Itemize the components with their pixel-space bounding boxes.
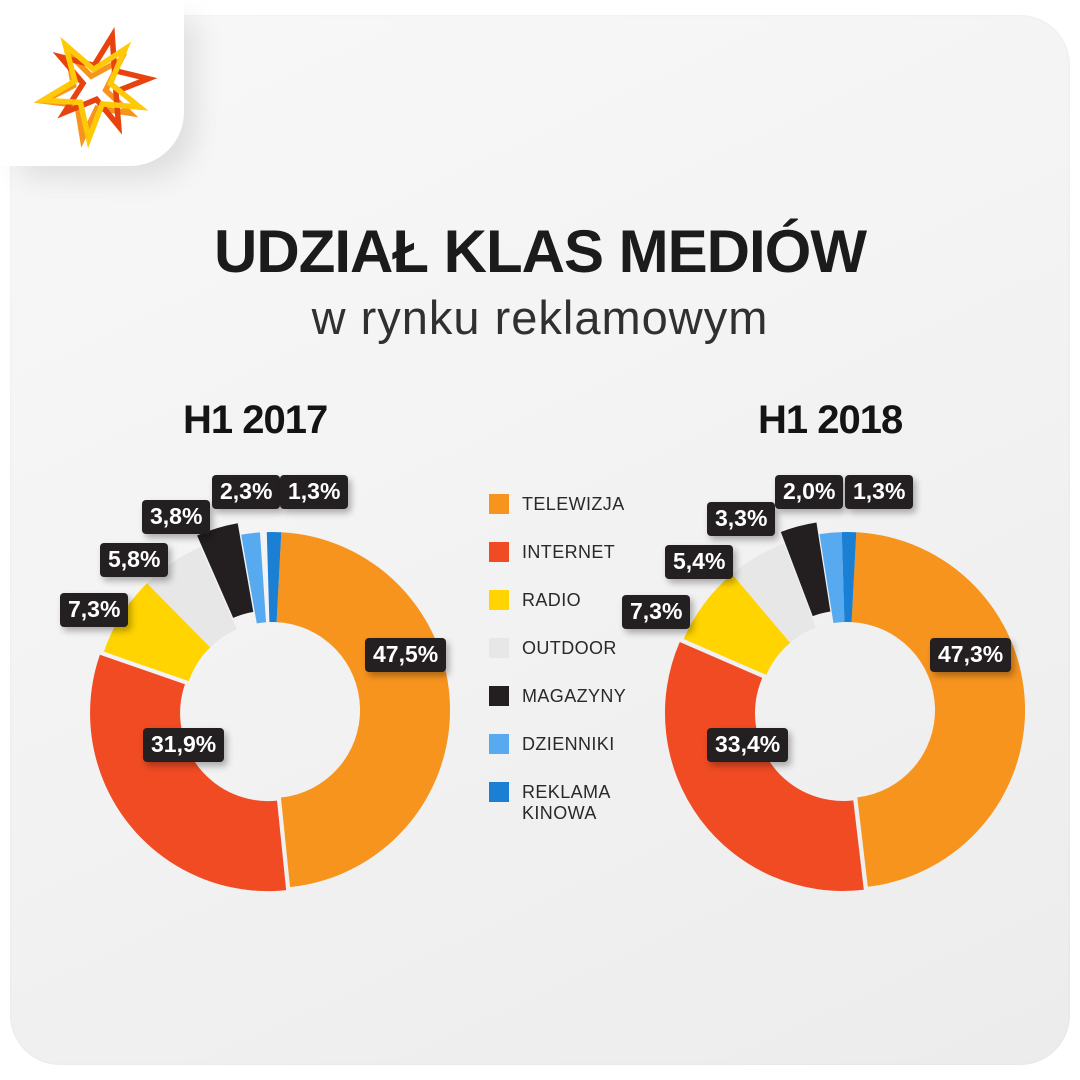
page-title: UDZIAŁ KLAS MEDIÓW [214,218,867,285]
value-label-reklama-kinowa: 1,3% [280,475,349,510]
pie-slice-internet [664,641,864,891]
donut-chart-h1-2018: H1 2018 47,3% 33,4% 7,3% 5,4% 3,3% 2,0% 1,3% [615,400,1079,937]
legend: TELEWIZJA INTERNET RADIO OUTDOOR MAGAZYNY DZI… [489,494,644,851]
chart-title-h1-2018: H1 2018 [758,398,903,442]
donut-plot-h1-2018 [664,522,1026,891]
legend-swatch-magazyny [489,686,509,706]
page-subtitle: w rynku reklamowym [311,291,769,344]
donut-plot-h1-2017 [90,523,451,892]
legend-label: INTERNET [522,542,616,562]
legend-label: REKLAMA KINOWA [522,782,610,823]
legend-swatch-radio [489,590,509,610]
value-label-radio: 7,3% [622,595,691,630]
legend-label: TELEWIZJA [522,494,625,514]
logo-star-yellow [33,36,149,149]
legend-label: DZIENNIKI [522,734,615,754]
legend-label: MAGAZYNY [522,686,627,706]
legend-swatch-reklama-kinowa [489,782,509,802]
pie-slice-magazyny [780,522,831,617]
legend-swatch-telewizja [489,494,509,514]
legend-item-outdoor: OUTDOOR [489,638,644,659]
chart-title-h1-2017: H1 2017 [183,398,328,442]
pie-slice-dzienniki [241,532,267,624]
pie-slice-internet [90,654,287,892]
pie-slice-telewizja [276,532,451,888]
value-label-outdoor: 5,8% [100,543,169,578]
pie-slice-radio [683,574,791,675]
legend-label: OUTDOOR [522,638,617,658]
legend-swatch-outdoor [489,638,509,658]
value-label-internet: 33,4% [707,728,789,763]
legend-item-reklama-kinowa: REKLAMA KINOWA [489,782,644,824]
value-label-magazyny: 3,8% [142,500,211,535]
value-label-telewizja: 47,3% [930,638,1012,673]
legend-item-magazyny: MAGAZYNY [489,686,644,707]
starburst-logo-icon [33,27,158,149]
legend-label: RADIO [522,590,582,610]
legend-swatch-internet [489,542,509,562]
pie-slice-magazyny [197,523,254,618]
pie-slice-reklama-kinowa [841,532,857,623]
value-label-radio: 7,3% [60,593,129,628]
legend-item-internet: INTERNET [489,542,644,563]
pie-slice-outdoor [732,543,816,643]
legend-item-radio: RADIO [489,590,644,611]
value-label-dzienniki: 2,0% [775,475,844,510]
legend-item-telewizja: TELEWIZJA [489,494,644,515]
value-label-outdoor: 5,4% [665,545,734,580]
value-label-internet: 31,9% [143,728,225,763]
value-label-telewizja: 47,5% [365,638,447,673]
value-label-dzienniki: 2,3% [212,475,281,510]
legend-swatch-dzienniki [489,734,509,754]
value-label-reklama-kinowa: 1,3% [845,475,914,510]
donut-chart-h1-2017: H1 2017 47,5% 31,9% 7,3% 5,8% 3,8% 2,3% 1,3% [40,400,504,937]
pie-slice-reklama-kinowa [266,532,282,623]
pie-slice-radio [103,583,211,682]
legend-item-dzienniki: DZIENNIKI [489,734,644,755]
pie-slice-telewizja [851,532,1026,887]
pie-slice-outdoor [147,546,237,648]
value-label-magazyny: 3,3% [707,502,776,537]
pie-slice-dzienniki [819,532,845,624]
logo-corner-notch [0,0,184,166]
